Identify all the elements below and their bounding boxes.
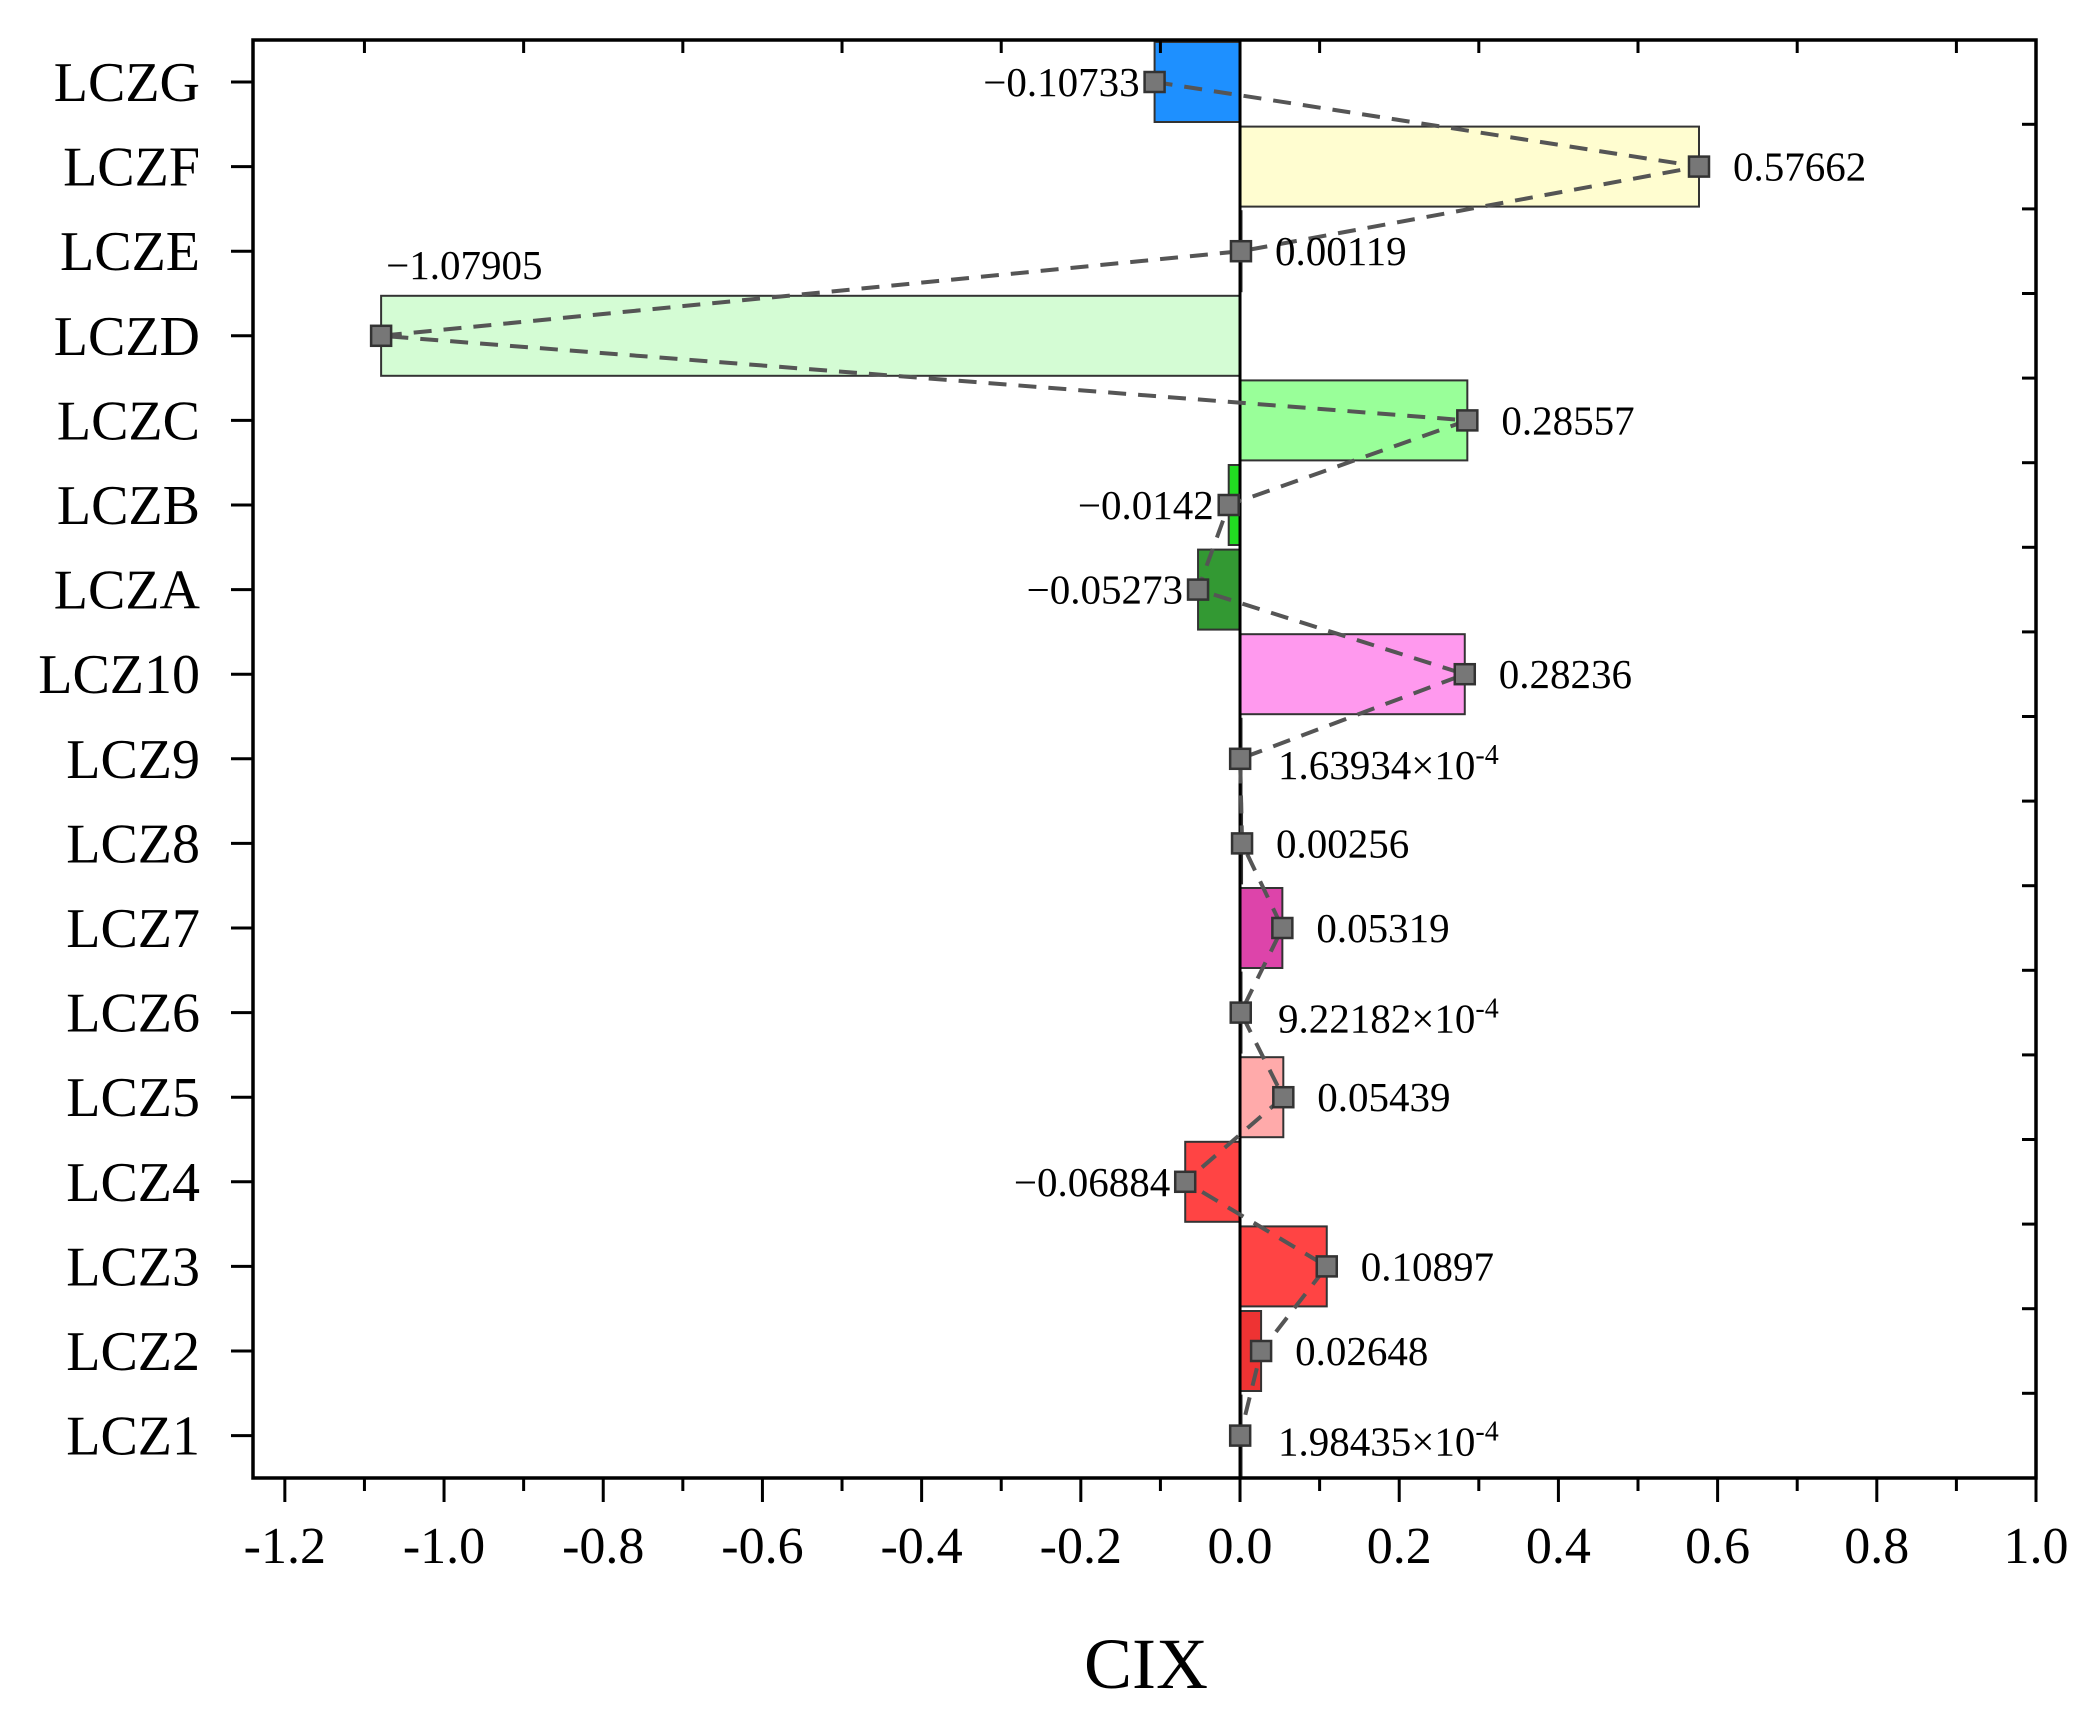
y-tick-label-lcz3: LCZ3 <box>66 1236 200 1298</box>
data-label-mantissa: 9.22182×10 <box>1278 996 1475 1042</box>
y-tick-label-lcz9: LCZ9 <box>66 729 200 791</box>
data-label-lcz6: 9.22182×10-4 <box>1278 994 1499 1042</box>
data-label-lczf: 0.57662 <box>1733 144 1866 190</box>
marker-lcza <box>1186 578 1210 601</box>
x-tick-label: 0.0 <box>1208 1518 1273 1575</box>
marker-lczd <box>369 324 393 348</box>
axes-layer: LCZG LCZF LCZE LCZD LCZC LCZB LCZA LCZ10 LCZ9 LCZ… <box>38 38 2069 1575</box>
x-tick-label: 0.6 <box>1685 1518 1750 1575</box>
x-axis-title: CIX <box>1084 1624 1208 1704</box>
data-label-lcza: −0.05273 <box>1027 567 1183 613</box>
data-label-lczc: 0.28557 <box>1501 397 1634 443</box>
x-tick-label: 0.2 <box>1367 1518 1432 1575</box>
data-label-lcz8: 0.00256 <box>1276 820 1409 866</box>
data-label-lczb: −0.0142 <box>1078 482 1214 528</box>
bar-lcz10 <box>1239 633 1466 716</box>
x-tick-label: -1.2 <box>244 1518 326 1575</box>
data-label-mantissa: 0.05439 <box>1317 1074 1450 1120</box>
data-label-lcz5: 0.05439 <box>1317 1074 1450 1120</box>
y-tick-label-lcza: LCZA <box>54 560 201 622</box>
data-label-mantissa: −0.05273 <box>1027 567 1183 613</box>
data-labels-layer: −0.10733 0.57662 0.00119 −1.07905 0.28557 −0.… <box>386 59 1866 1465</box>
x-tick-label: -0.4 <box>880 1518 962 1575</box>
bars-layer <box>380 41 1700 1477</box>
x-tick-label: 0.8 <box>1844 1518 1909 1575</box>
data-label-mantissa: 1.63934×10 <box>1278 742 1475 788</box>
bar-lczc <box>1239 379 1469 462</box>
marker-layer <box>369 70 1711 1447</box>
series-connector-line <box>380 80 1700 1437</box>
data-label-mantissa: −0.0142 <box>1078 482 1214 528</box>
y-tick-label-lcz1: LCZ1 <box>66 1406 200 1468</box>
data-label-exponent: -4 <box>1475 994 1498 1025</box>
marker-lcz3 <box>1315 1255 1339 1278</box>
y-tick-label-lczd: LCZD <box>54 306 200 368</box>
y-tick-label-lcz6: LCZ6 <box>66 983 200 1045</box>
x-tick-label: 1.0 <box>2004 1518 2069 1575</box>
marker-lcz8 <box>1230 832 1254 855</box>
bar-lczf <box>1239 125 1700 208</box>
data-label-mantissa: 0.00256 <box>1276 820 1409 866</box>
y-tick-label-lczg: LCZG <box>54 52 200 114</box>
y-tick-label-lcz2: LCZ2 <box>66 1321 200 1383</box>
data-label-mantissa: 0.28557 <box>1501 397 1634 443</box>
marker-lczf <box>1687 155 1711 178</box>
x-tick-label: -0.8 <box>562 1518 644 1575</box>
data-label-lcz1: 1.98435×10-4 <box>1278 1417 1499 1465</box>
data-label-lcz3: 0.10897 <box>1361 1243 1494 1289</box>
data-label-mantissa: −0.10733 <box>983 59 1139 105</box>
data-label-lcze: 0.00119 <box>1275 228 1407 274</box>
marker-lcz10 <box>1453 662 1477 686</box>
y-tick-label-lcz10: LCZ10 <box>38 644 200 706</box>
y-tick-label-lczf: LCZF <box>63 137 200 199</box>
y-tick-label-lcz4: LCZ4 <box>66 1152 200 1214</box>
marker-lczg <box>1143 70 1166 94</box>
data-label-lcz10: 0.28236 <box>1499 651 1632 697</box>
y-tick-label-lcz8: LCZ8 <box>66 813 200 875</box>
y-tick-label-lczc: LCZC <box>57 390 200 452</box>
y-tick-label-lczb: LCZB <box>57 475 200 537</box>
data-label-mantissa: 1.98435×10 <box>1278 1419 1475 1465</box>
x-tick-label: -1.0 <box>403 1518 485 1575</box>
data-label-mantissa: −1.07905 <box>386 242 542 288</box>
data-label-lczd: −1.07905 <box>386 242 542 288</box>
marker-lcz9 <box>1228 747 1252 771</box>
data-label-lczg: −0.10733 <box>983 59 1139 105</box>
marker-lcze <box>1229 239 1253 263</box>
marker-lcz1 <box>1228 1424 1252 1447</box>
data-label-exponent: -4 <box>1475 740 1498 771</box>
data-label-lcz7: 0.05319 <box>1316 905 1449 951</box>
y-tick-label-lcze: LCZE <box>60 221 200 283</box>
data-label-mantissa: 0.28236 <box>1499 651 1632 697</box>
marker-lcz2 <box>1249 1339 1273 1363</box>
marker-lcz7 <box>1271 916 1294 940</box>
y-tick-label-lcz5: LCZ5 <box>66 1067 200 1129</box>
marker-lcz5 <box>1272 1085 1295 1109</box>
data-label-mantissa: 0.00119 <box>1275 228 1407 274</box>
data-label-mantissa: 0.02648 <box>1295 1328 1428 1374</box>
marker-lcz6 <box>1229 1001 1253 1024</box>
bar-lczd <box>380 294 1242 377</box>
x-tick-label: -0.6 <box>721 1518 803 1575</box>
connector-layer <box>380 80 1700 1437</box>
data-label-lcz4: −0.06884 <box>1014 1159 1170 1205</box>
data-label-lcz9: 1.63934×10-4 <box>1278 740 1499 788</box>
data-label-mantissa: 0.05319 <box>1316 905 1449 951</box>
x-tick-label: -0.2 <box>1040 1518 1122 1575</box>
data-label-mantissa: 0.10897 <box>1361 1243 1494 1289</box>
data-label-lcz2: 0.02648 <box>1295 1328 1428 1374</box>
data-label-mantissa: 0.57662 <box>1733 144 1866 190</box>
x-tick-label: 0.4 <box>1526 1518 1591 1575</box>
data-label-exponent: -4 <box>1475 1417 1498 1448</box>
data-label-mantissa: −0.06884 <box>1014 1159 1170 1205</box>
marker-lczc <box>1456 409 1479 432</box>
marker-lcz4 <box>1173 1170 1197 1194</box>
marker-lczb <box>1217 493 1240 517</box>
y-tick-label-lcz7: LCZ7 <box>66 898 200 960</box>
